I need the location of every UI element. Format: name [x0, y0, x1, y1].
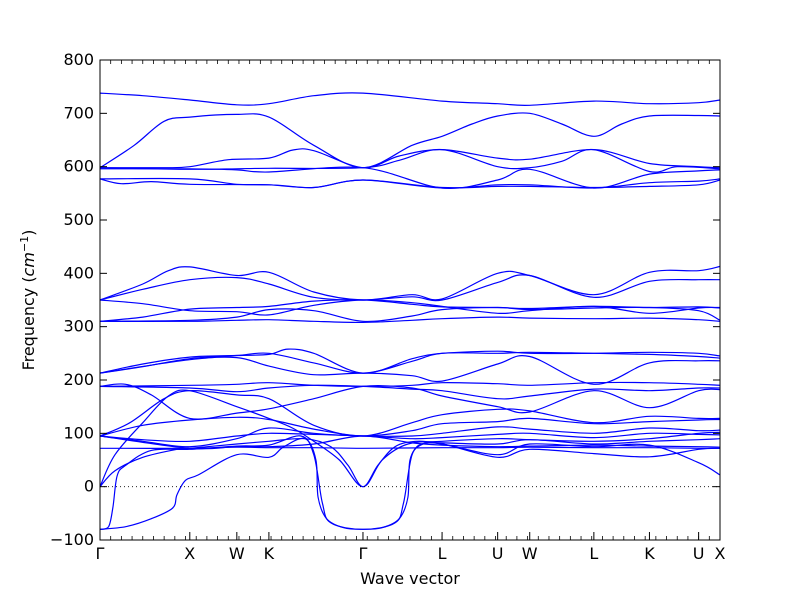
dispersion-branch-8 — [99, 265, 721, 301]
y-axis: −100 0 100 200 300 400 500 600 700 800 — [50, 50, 720, 549]
y-axis-label-main: Frequency ( — [19, 276, 38, 370]
dispersion-branch-14 — [99, 348, 721, 374]
x-tick-label: U — [492, 544, 504, 563]
y-tick-label: 400 — [63, 263, 94, 282]
x-tick-label: Γ — [359, 544, 368, 563]
dispersion-curves — [99, 92, 721, 530]
x-tick-label: U — [693, 544, 705, 563]
y-tick-label: 0 — [84, 477, 94, 496]
dispersion-branch-12 — [99, 306, 721, 323]
y-axis-label-exponent: −1 — [18, 236, 31, 252]
y-tick-label: −100 — [50, 530, 94, 549]
dispersion-branch-22 — [99, 426, 721, 448]
x-tick-label: Γ — [96, 544, 105, 563]
dispersion-branch-20 — [99, 390, 721, 437]
y-tick-label: 300 — [63, 317, 94, 336]
y-tick-label: 500 — [63, 210, 94, 229]
x-tick-label: X — [715, 544, 726, 563]
x-tick-label: L — [589, 544, 598, 563]
dispersion-branch-15 — [99, 351, 721, 374]
x-tick-label: K — [264, 544, 275, 563]
dispersion-branch-10 — [99, 299, 721, 316]
y-tick-label: 600 — [63, 157, 94, 176]
dispersion-branch-7 — [99, 178, 721, 189]
dispersion-branch-27 — [99, 389, 721, 488]
dispersion-branch-13 — [99, 316, 721, 324]
x-tick-label: X — [184, 544, 195, 563]
dispersion-branch-18 — [99, 381, 721, 388]
y-axis-label: Frequency (cm−1) — [18, 230, 38, 371]
x-axis-label: Wave vector — [360, 569, 460, 588]
dispersion-branch-1 — [99, 92, 721, 107]
dispersion-branch-28 — [99, 437, 721, 530]
plot-frame — [99, 59, 721, 541]
x-tick-label: W — [522, 544, 538, 563]
dispersion-branch-21 — [99, 416, 721, 437]
dispersion-branch-4 — [99, 148, 721, 173]
y-axis-label-unit: cm — [19, 252, 38, 276]
x-tick-label: L — [438, 544, 447, 563]
dispersion-branch-16 — [99, 355, 721, 385]
y-tick-label: 700 — [63, 103, 94, 122]
x-tick-label: W — [229, 544, 245, 563]
dispersion-branch-23 — [99, 432, 721, 443]
dispersion-branch-3 — [99, 148, 721, 169]
dispersion-branch-19 — [99, 384, 721, 400]
dispersion-branch-9 — [99, 274, 721, 302]
y-tick-label: 800 — [63, 50, 94, 69]
y-tick-label: 100 — [63, 423, 94, 442]
dispersion-branch-25 — [99, 446, 721, 449]
y-tick-label: 200 — [63, 370, 94, 389]
dispersion-branch-29 — [99, 435, 721, 530]
dispersion-branch-2 — [99, 112, 721, 169]
y-axis-label-close: ) — [19, 230, 38, 236]
x-tick-label: K — [644, 544, 655, 563]
